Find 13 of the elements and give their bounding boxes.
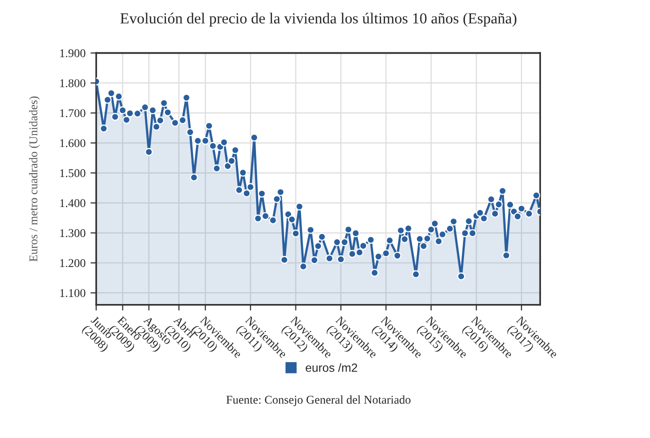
y-tick-label: 1.400	[60, 199, 86, 208]
y-tick-label: 1.900	[60, 49, 86, 58]
y-tick-label: 1.200	[60, 259, 86, 268]
y-tick-label: 1.500	[60, 169, 86, 178]
y-tick-label: 1.100	[60, 289, 86, 298]
y-tick-label: 1.600	[60, 139, 86, 148]
y-tick-label: 1.300	[60, 229, 86, 238]
y-tick-label: 1.700	[60, 109, 86, 118]
y-tick-label: 1.800	[60, 79, 86, 88]
chart-title: Evolución del precio de la vivienda los últimos 10 años (España)	[120, 12, 516, 27]
y-axis-title: Euros / metro cuadrado (Unidades)	[29, 96, 40, 262]
legend-label: euros /m2	[306, 363, 358, 372]
source-note: Fuente: Consejo General del Notariado	[226, 395, 410, 406]
